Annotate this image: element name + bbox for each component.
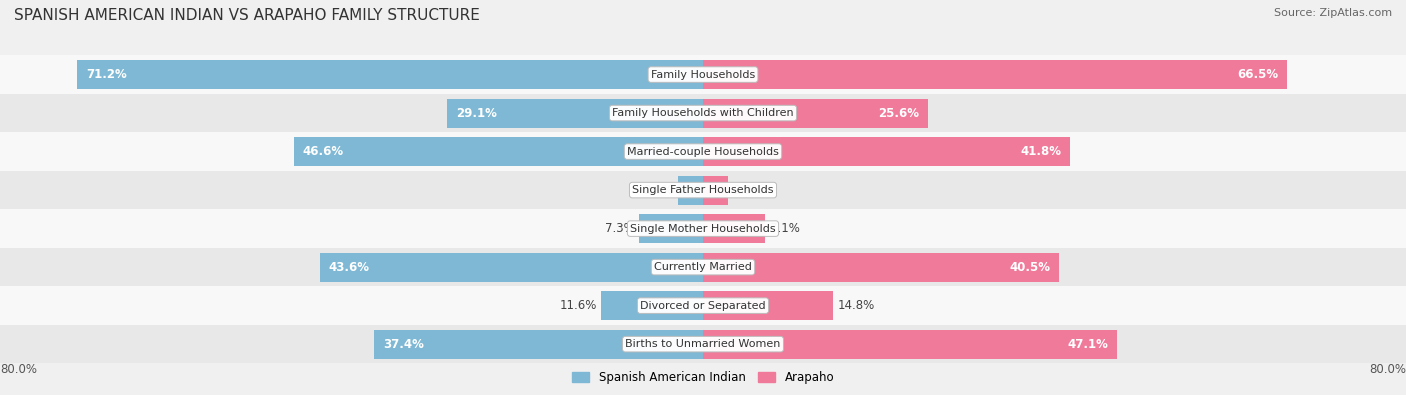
Text: 47.1%: 47.1% bbox=[1067, 338, 1108, 351]
Text: Family Households: Family Households bbox=[651, 70, 755, 79]
Bar bbox=[703, 291, 832, 320]
Bar bbox=[703, 60, 1288, 89]
Bar bbox=[77, 60, 703, 89]
FancyBboxPatch shape bbox=[0, 248, 1406, 286]
FancyBboxPatch shape bbox=[0, 286, 1406, 325]
Bar bbox=[374, 330, 703, 359]
Text: 7.1%: 7.1% bbox=[770, 222, 800, 235]
Text: 80.0%: 80.0% bbox=[1369, 363, 1406, 376]
Text: 7.3%: 7.3% bbox=[605, 222, 634, 235]
Text: Births to Unmarried Women: Births to Unmarried Women bbox=[626, 339, 780, 349]
Bar bbox=[703, 137, 1070, 166]
Bar bbox=[294, 137, 703, 166]
Bar bbox=[638, 214, 703, 243]
Text: 40.5%: 40.5% bbox=[1010, 261, 1050, 274]
Text: 41.8%: 41.8% bbox=[1021, 145, 1062, 158]
Text: 29.1%: 29.1% bbox=[456, 107, 496, 120]
Text: 2.9%: 2.9% bbox=[733, 184, 762, 197]
Text: 46.6%: 46.6% bbox=[302, 145, 343, 158]
Text: Currently Married: Currently Married bbox=[654, 262, 752, 272]
FancyBboxPatch shape bbox=[0, 209, 1406, 248]
FancyBboxPatch shape bbox=[0, 171, 1406, 209]
Text: 71.2%: 71.2% bbox=[86, 68, 127, 81]
Bar bbox=[703, 330, 1116, 359]
Bar bbox=[602, 291, 703, 320]
Text: 43.6%: 43.6% bbox=[329, 261, 370, 274]
Text: 25.6%: 25.6% bbox=[879, 107, 920, 120]
Bar bbox=[447, 99, 703, 128]
Text: 80.0%: 80.0% bbox=[0, 363, 37, 376]
Text: 66.5%: 66.5% bbox=[1237, 68, 1278, 81]
Bar bbox=[703, 99, 928, 128]
Text: Divorced or Separated: Divorced or Separated bbox=[640, 301, 766, 310]
FancyBboxPatch shape bbox=[0, 132, 1406, 171]
Text: Source: ZipAtlas.com: Source: ZipAtlas.com bbox=[1274, 8, 1392, 18]
Bar bbox=[319, 253, 703, 282]
Text: 11.6%: 11.6% bbox=[560, 299, 596, 312]
Text: Single Father Households: Single Father Households bbox=[633, 185, 773, 195]
Bar bbox=[703, 214, 765, 243]
Text: 2.9%: 2.9% bbox=[644, 184, 673, 197]
FancyBboxPatch shape bbox=[0, 94, 1406, 132]
FancyBboxPatch shape bbox=[0, 325, 1406, 363]
FancyBboxPatch shape bbox=[0, 55, 1406, 94]
Bar bbox=[678, 176, 703, 205]
Text: 14.8%: 14.8% bbox=[838, 299, 875, 312]
Text: SPANISH AMERICAN INDIAN VS ARAPAHO FAMILY STRUCTURE: SPANISH AMERICAN INDIAN VS ARAPAHO FAMIL… bbox=[14, 8, 479, 23]
Text: Married-couple Households: Married-couple Households bbox=[627, 147, 779, 156]
Bar bbox=[703, 176, 728, 205]
Text: Single Mother Households: Single Mother Households bbox=[630, 224, 776, 233]
Text: Family Households with Children: Family Households with Children bbox=[612, 108, 794, 118]
Bar bbox=[703, 253, 1059, 282]
Legend: Spanish American Indian, Arapaho: Spanish American Indian, Arapaho bbox=[567, 367, 839, 389]
Text: 37.4%: 37.4% bbox=[382, 338, 425, 351]
